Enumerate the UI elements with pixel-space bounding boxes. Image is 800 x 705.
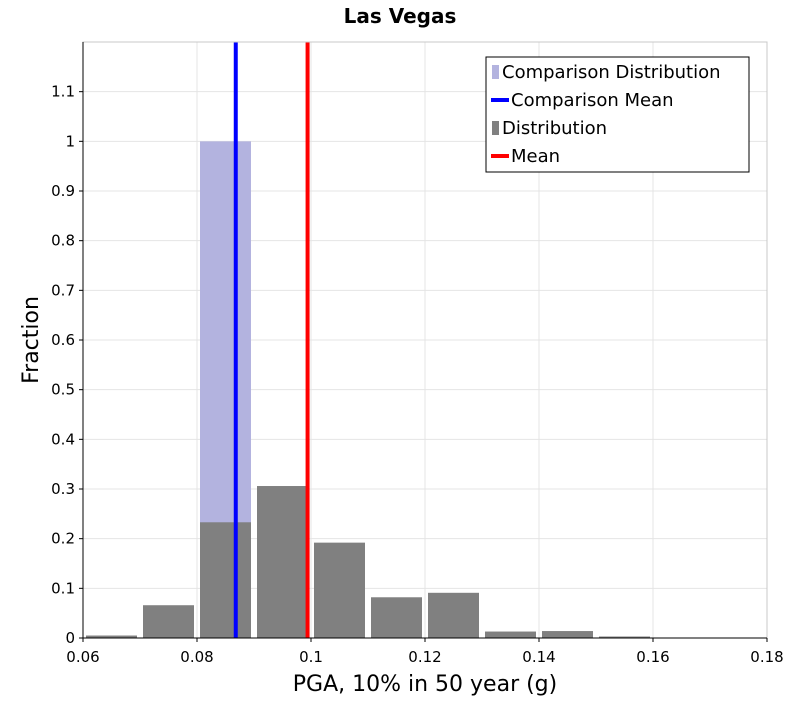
distribution-bar	[200, 522, 251, 638]
distribution-bar	[143, 605, 194, 638]
y-tick-label: 0.8	[51, 232, 75, 250]
mean-legend-label: Mean	[511, 146, 560, 167]
distribution-bar	[86, 635, 137, 638]
legend: Comparison Distribution Comparison Mean Di…	[485, 56, 750, 173]
comparison-distribution-legend-swatch	[492, 65, 499, 79]
distribution-bar	[314, 542, 365, 638]
distribution-bar	[428, 592, 479, 638]
bars	[86, 141, 650, 639]
y-axis-label: Fraction	[19, 296, 44, 384]
y-tick-label: 0.3	[51, 480, 75, 498]
distribution-legend-swatch	[492, 121, 499, 135]
y-tick-label: 0.5	[51, 381, 75, 399]
y-tick-label: 1	[65, 132, 75, 150]
distribution-bar	[257, 486, 308, 638]
x-tick-label: 0.12	[408, 648, 441, 666]
x-tick-label: 0.14	[522, 648, 555, 666]
x-tick-label: 0.1	[299, 648, 323, 666]
legend-box	[485, 56, 750, 173]
x-tick-label: 0.16	[636, 648, 669, 666]
x-axis: 0.06 0.08 0.1 0.12 0.14 0.16 0.18	[66, 637, 784, 666]
distribution-bar	[542, 631, 593, 638]
x-axis-label: PGA, 10% in 50 year (g)	[293, 672, 557, 697]
x-tick-label: 0.06	[66, 648, 99, 666]
distribution-bar	[599, 636, 650, 638]
y-tick-label: 0.1	[51, 579, 75, 597]
y-axis: 0 0.1 0.2 0.3 0.4 0.5 0.6 0.7 0.8 0.9 1 1.1	[51, 42, 84, 647]
y-tick-label: 1.1	[51, 83, 75, 101]
distribution-bar	[371, 597, 422, 638]
y-tick-label: 0.9	[51, 182, 75, 200]
y-tick-label: 0.4	[51, 430, 75, 448]
y-tick-label: 0.7	[51, 281, 75, 299]
comparison-mean-legend-label: Comparison Mean	[511, 90, 674, 111]
comparison-distribution-legend-label: Comparison Distribution	[502, 62, 721, 83]
y-tick-label: 0	[65, 629, 75, 647]
mean-lines	[233, 42, 310, 638]
chart-title: Las Vegas	[344, 4, 457, 28]
distribution-bar	[485, 631, 536, 638]
x-tick-label: 0.18	[750, 648, 783, 666]
distribution-legend-label: Distribution	[502, 118, 607, 139]
y-tick-label: 0.6	[51, 331, 75, 349]
x-tick-label: 0.08	[180, 648, 213, 666]
y-tick-label: 0.2	[51, 530, 75, 548]
